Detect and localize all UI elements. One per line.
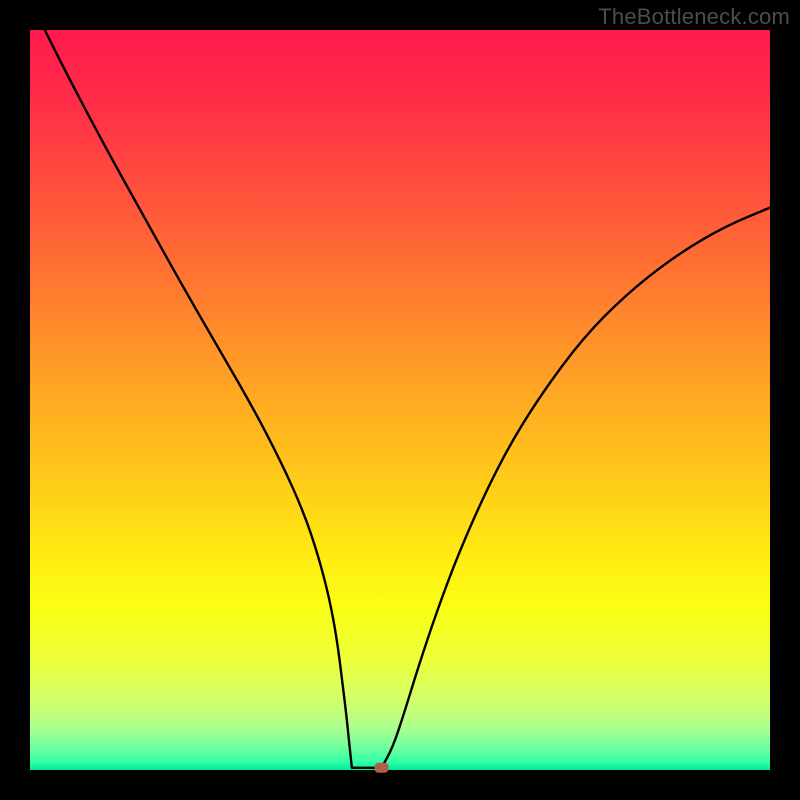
plot-background [30,30,770,770]
bottleneck-chart [0,0,800,800]
chart-container: TheBottleneck.com [0,0,800,800]
watermark-text: TheBottleneck.com [598,4,790,30]
bottleneck-marker [375,763,389,773]
